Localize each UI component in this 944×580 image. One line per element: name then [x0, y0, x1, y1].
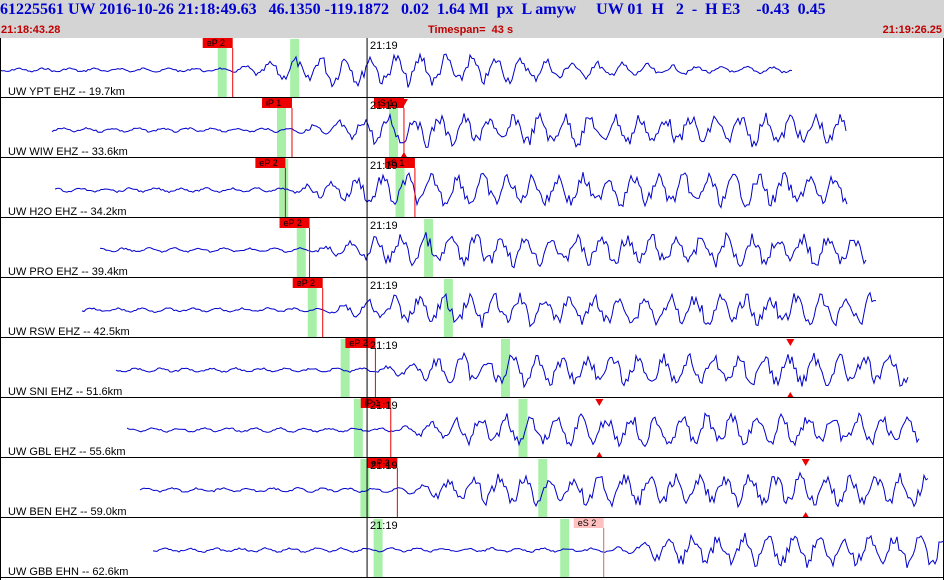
- start-time: 21:18:43.28: [1, 24, 61, 36]
- channel-row: iP 1 iS 121:19 UW WIW EHZ -- 33.6km: [0, 98, 944, 158]
- amplitude-marker-top: [801, 459, 810, 466]
- event-header: 61225561 UW 2016-10-26 21:18:49.63 46.13…: [0, 0, 944, 38]
- amplitude-marker-top: [595, 399, 604, 406]
- minute-label: 21:19: [370, 460, 398, 472]
- arrival-band: [360, 459, 370, 517]
- arrival-band: [277, 99, 287, 157]
- label-bg: [0, 506, 150, 518]
- minute-label: 21:19: [370, 340, 398, 352]
- label-bg: [0, 566, 150, 578]
- amplitude-marker-top: [786, 339, 795, 346]
- pick-label: iP 1: [365, 398, 380, 408]
- waveform-trace: [115, 351, 909, 389]
- label-bg: [0, 446, 150, 458]
- channel-row: eP 2 21:19 UW PRO EHZ -- 39.4km: [0, 218, 944, 278]
- minute-label: 21:19: [370, 100, 398, 112]
- arrival-band: [424, 219, 434, 277]
- pick-label: eP 2: [371, 458, 389, 468]
- label-bg: [0, 86, 160, 98]
- waveform-trace: [152, 532, 944, 568]
- pick-label: eP 2: [207, 38, 225, 48]
- label-bg: [0, 206, 152, 218]
- arrival-band: [560, 519, 570, 577]
- channel-row: iP 121:19 UW GBL EHZ -- 55.6km: [0, 398, 944, 458]
- waveform-trace: [51, 111, 847, 149]
- pick-label: eP 2: [259, 158, 277, 168]
- waveform-trace: [81, 291, 876, 328]
- channel-row: eP 2 21:19 UW YPT EHZ -- 19.7km: [0, 38, 944, 98]
- pick-flag: [202, 38, 233, 48]
- minute-label: 21:19: [370, 520, 398, 532]
- minute-label: 21:19: [370, 400, 398, 412]
- pick-flag: [292, 278, 323, 288]
- amplitude-marker-bottom: [802, 512, 809, 517]
- pick-flag: [373, 98, 404, 108]
- channel-label: UW BEN EHZ -- 59.0km: [8, 506, 127, 518]
- arrival-band: [307, 279, 317, 337]
- pick-flag: [261, 98, 292, 108]
- channel-label: UW YPT EHZ -- 19.7km: [8, 86, 125, 98]
- timespan-label: Timespan= 43 s: [428, 24, 514, 36]
- pick-label: iP 1: [266, 98, 281, 108]
- channel-row: eP 2 21:19 UW RSW EHZ -- 42.5km: [0, 278, 944, 338]
- channel-label: UW WIW EHZ -- 33.6km: [8, 146, 128, 158]
- pick-label: iS 1: [378, 98, 394, 108]
- amplitude-marker-bottom: [400, 152, 407, 157]
- pick-flag: [360, 398, 391, 408]
- amplitude-marker-top: [399, 99, 408, 106]
- arrival-band: [217, 39, 227, 97]
- channel-row: eP 2 21:19 UW SNI EHZ -- 51.6km: [0, 338, 944, 398]
- pick-label: iS 1: [389, 158, 405, 168]
- waveform-trace: [126, 412, 920, 448]
- amplitude-marker-bottom: [787, 392, 794, 397]
- pick-label: eP 2: [284, 218, 302, 228]
- arrival-band: [353, 399, 363, 457]
- arrival-band: [340, 339, 350, 397]
- channel-label: UW SNI EHZ -- 51.6km: [8, 386, 122, 398]
- channel-row: eP 2 iS 121:19 UW H2O EHZ -- 34.2km: [0, 158, 944, 218]
- channel-label: UW H2O EHZ -- 34.2km: [8, 206, 127, 218]
- waveform-trace: [99, 231, 867, 269]
- waveform-trace: [54, 171, 848, 209]
- arrival-band: [518, 399, 528, 457]
- channel-label: UW GBL EHZ -- 55.6km: [8, 446, 126, 458]
- end-time: 21:19:26.25: [882, 24, 942, 36]
- waveform-trace: [0, 52, 793, 88]
- label-bg: [0, 266, 150, 278]
- arrival-band: [290, 39, 300, 97]
- pick-flag: [279, 218, 310, 228]
- channel-label: UW RSW EHZ -- 42.5km: [8, 326, 130, 338]
- minute-label: 21:19: [370, 160, 398, 172]
- channel-label: UW PRO EHZ -- 39.4km: [8, 266, 128, 278]
- pick-label: eP 2: [297, 278, 315, 288]
- pick-flag: [345, 338, 376, 348]
- arrival-band: [500, 339, 510, 397]
- channel-label: UW GBB EHN -- 62.6km: [8, 566, 128, 578]
- label-bg: [0, 326, 152, 338]
- waveform-trace: [139, 471, 929, 509]
- arrival-band: [373, 519, 383, 577]
- minute-label: 21:19: [370, 40, 398, 52]
- pick-label: eS 2: [578, 518, 597, 528]
- amplitude-marker-bottom: [596, 452, 603, 457]
- channel-row: eP 221:19 UW BEN EHZ -- 59.0km: [0, 458, 944, 518]
- pick-label: eP 2: [349, 338, 367, 348]
- label-bg: [0, 386, 150, 398]
- minute-label: 21:19: [370, 280, 398, 292]
- event-title: 61225561 UW 2016-10-26 21:18:49.63 46.13…: [0, 1, 826, 18]
- arrival-band: [538, 459, 548, 517]
- pick-flag: [367, 458, 398, 468]
- pick-flag: [573, 518, 604, 528]
- minute-label: 21:19: [370, 220, 398, 232]
- label-bg: [0, 146, 152, 158]
- pick-flag: [255, 158, 286, 168]
- pick-flag: [384, 158, 415, 168]
- channel-row: eS 2 21:19 UW GBB EHN -- 62.6km: [0, 518, 944, 578]
